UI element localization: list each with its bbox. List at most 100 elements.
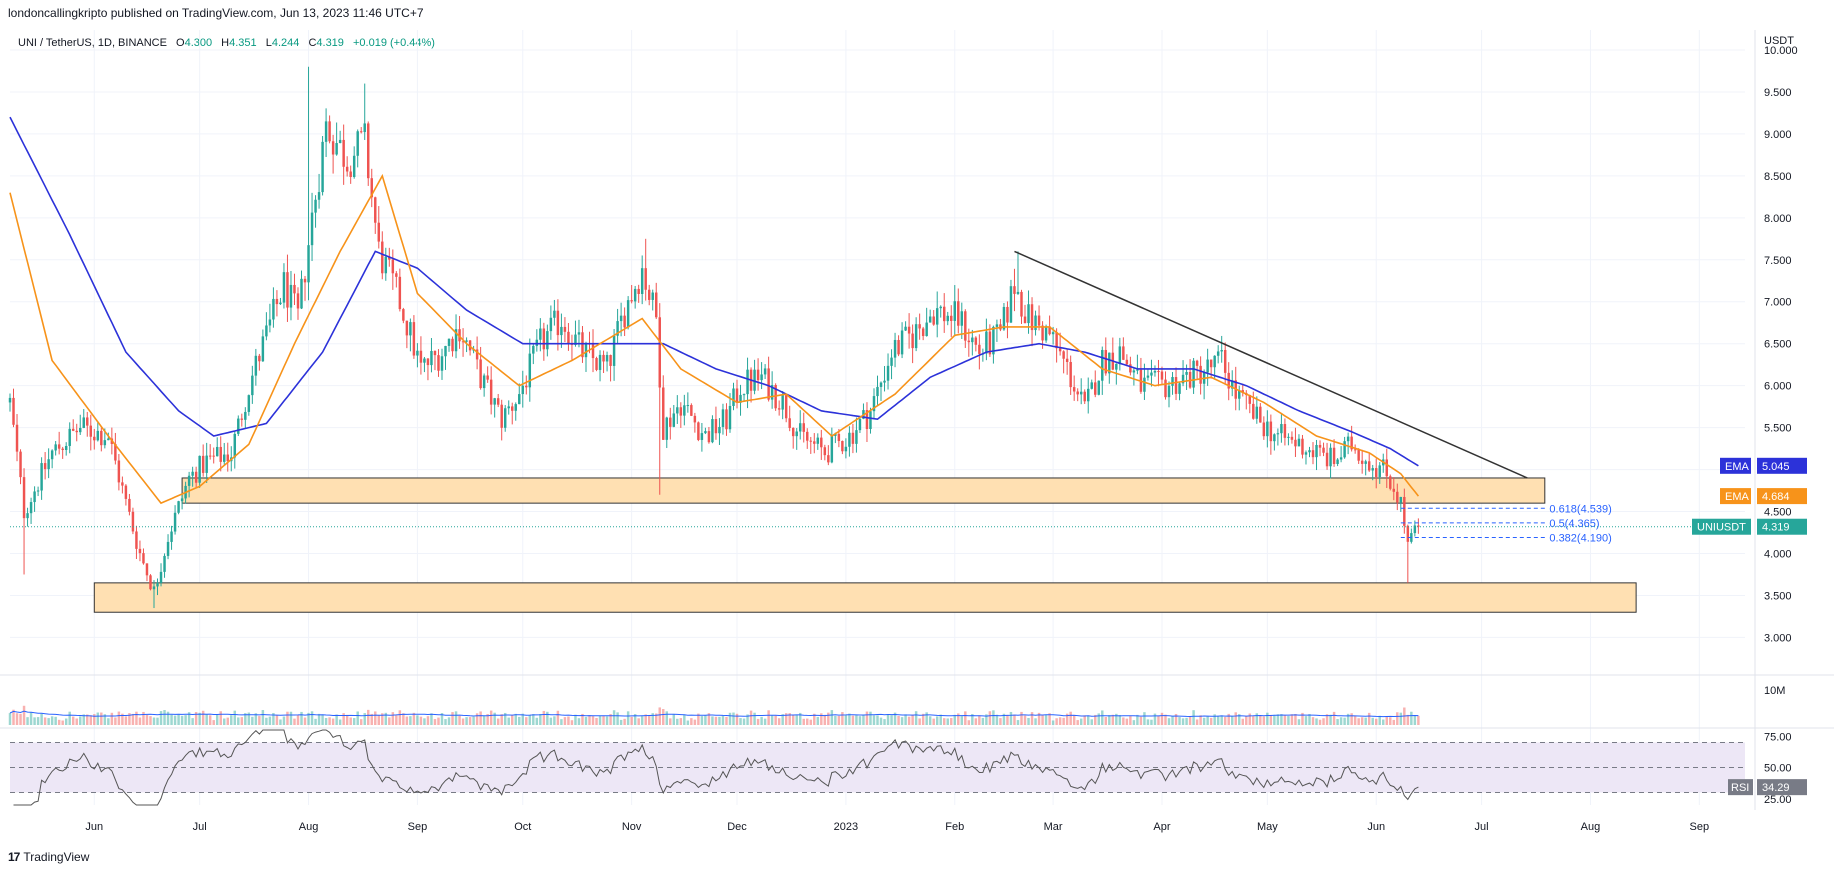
- candle-body: [598, 354, 602, 370]
- candle: [570, 334, 574, 361]
- candle: [352, 146, 356, 179]
- candle: [68, 422, 71, 454]
- volume-bar: [1385, 716, 1388, 725]
- volume-bar: [1153, 713, 1157, 725]
- candle: [700, 422, 704, 452]
- candle: [1322, 442, 1325, 457]
- volume-bar: [40, 713, 43, 725]
- volume-bar: [103, 714, 107, 725]
- volume-bar: [683, 714, 686, 725]
- candle: [820, 429, 823, 460]
- volume-bar: [1410, 711, 1413, 725]
- volume-bar: [402, 713, 405, 725]
- volume-bar: [149, 716, 152, 725]
- volume-bar: [802, 718, 805, 725]
- volume-bar: [992, 710, 995, 725]
- date-tick-label: Jul: [1475, 821, 1489, 833]
- candle-body: [286, 272, 289, 308]
- volume-bar: [1146, 719, 1150, 725]
- candle: [542, 322, 546, 361]
- candle: [265, 312, 268, 341]
- volume-bar: [1199, 715, 1202, 725]
- candle-body: [1097, 380, 1100, 395]
- volume-bar: [704, 715, 707, 725]
- candle: [1389, 474, 1392, 491]
- candle: [721, 403, 725, 435]
- candle-body: [352, 155, 356, 178]
- lower-support-zone: [93, 582, 1637, 613]
- candle-body: [1209, 359, 1213, 368]
- candle-body: [827, 455, 830, 463]
- candle: [525, 375, 528, 395]
- candle-body: [577, 332, 581, 335]
- candle-body: [640, 268, 644, 294]
- candle-body: [1041, 325, 1044, 341]
- volume-bar: [117, 711, 121, 725]
- volume-bar: [1234, 712, 1237, 725]
- candle-body: [54, 444, 57, 451]
- rsi-tag-label: RSI: [1731, 782, 1749, 794]
- candle-body: [651, 292, 654, 300]
- candle-body: [100, 430, 103, 446]
- volume-bar: [1406, 714, 1410, 725]
- candle-body: [479, 359, 482, 389]
- candle: [1304, 450, 1308, 465]
- low-value: 4.244: [272, 37, 300, 49]
- candle: [377, 206, 381, 249]
- volume-bar: [208, 715, 212, 725]
- candle: [1079, 378, 1083, 405]
- volume-bar: [1364, 717, 1367, 725]
- candle: [335, 122, 338, 156]
- candle-body: [208, 455, 212, 457]
- candle: [1343, 436, 1346, 459]
- candle-body: [342, 139, 345, 167]
- candle-body: [683, 405, 686, 416]
- candle-body: [1385, 459, 1388, 477]
- candle-body: [26, 513, 29, 519]
- volume-bar: [985, 714, 988, 725]
- candle: [995, 319, 999, 342]
- candle: [823, 444, 827, 461]
- volume-bar: [774, 715, 777, 725]
- volume-bar: [946, 718, 949, 725]
- open-value: 4.300: [185, 37, 213, 49]
- candle-body: [1413, 525, 1417, 534]
- volume-bar: [310, 711, 314, 725]
- candle: [1023, 304, 1027, 324]
- candle: [918, 313, 921, 340]
- candle-body: [233, 433, 237, 458]
- volume-bar: [658, 707, 661, 725]
- volume-bar: [131, 713, 135, 725]
- candle-body: [1069, 361, 1072, 388]
- volume-bar: [935, 716, 939, 725]
- candle: [679, 402, 683, 428]
- volume-bar: [809, 719, 812, 725]
- candle-body: [872, 396, 876, 412]
- volume-bar: [472, 716, 475, 725]
- candle: [345, 156, 349, 177]
- candle-body: [1280, 424, 1283, 434]
- candle: [486, 366, 489, 383]
- volume-bar: [61, 720, 64, 725]
- candle: [612, 329, 616, 381]
- volume-bar: [215, 714, 219, 725]
- candle-body: [711, 419, 714, 443]
- candle: [1206, 348, 1209, 386]
- volume-bar: [1290, 714, 1294, 725]
- candle: [591, 329, 595, 373]
- volume-bar: [447, 717, 451, 725]
- volume-bar: [345, 714, 349, 725]
- candle-body: [314, 199, 317, 213]
- volume-bar: [1315, 718, 1318, 725]
- date-tick-label: Mar: [1044, 821, 1063, 833]
- volume-bar: [1167, 718, 1171, 725]
- candle: [1094, 370, 1097, 398]
- candle-body: [124, 485, 128, 499]
- candle-body: [1308, 450, 1311, 453]
- candle-body: [837, 433, 841, 442]
- candle: [324, 108, 328, 157]
- candle: [1417, 518, 1420, 534]
- volume-bar: [858, 716, 862, 725]
- volume-bar: [851, 715, 855, 725]
